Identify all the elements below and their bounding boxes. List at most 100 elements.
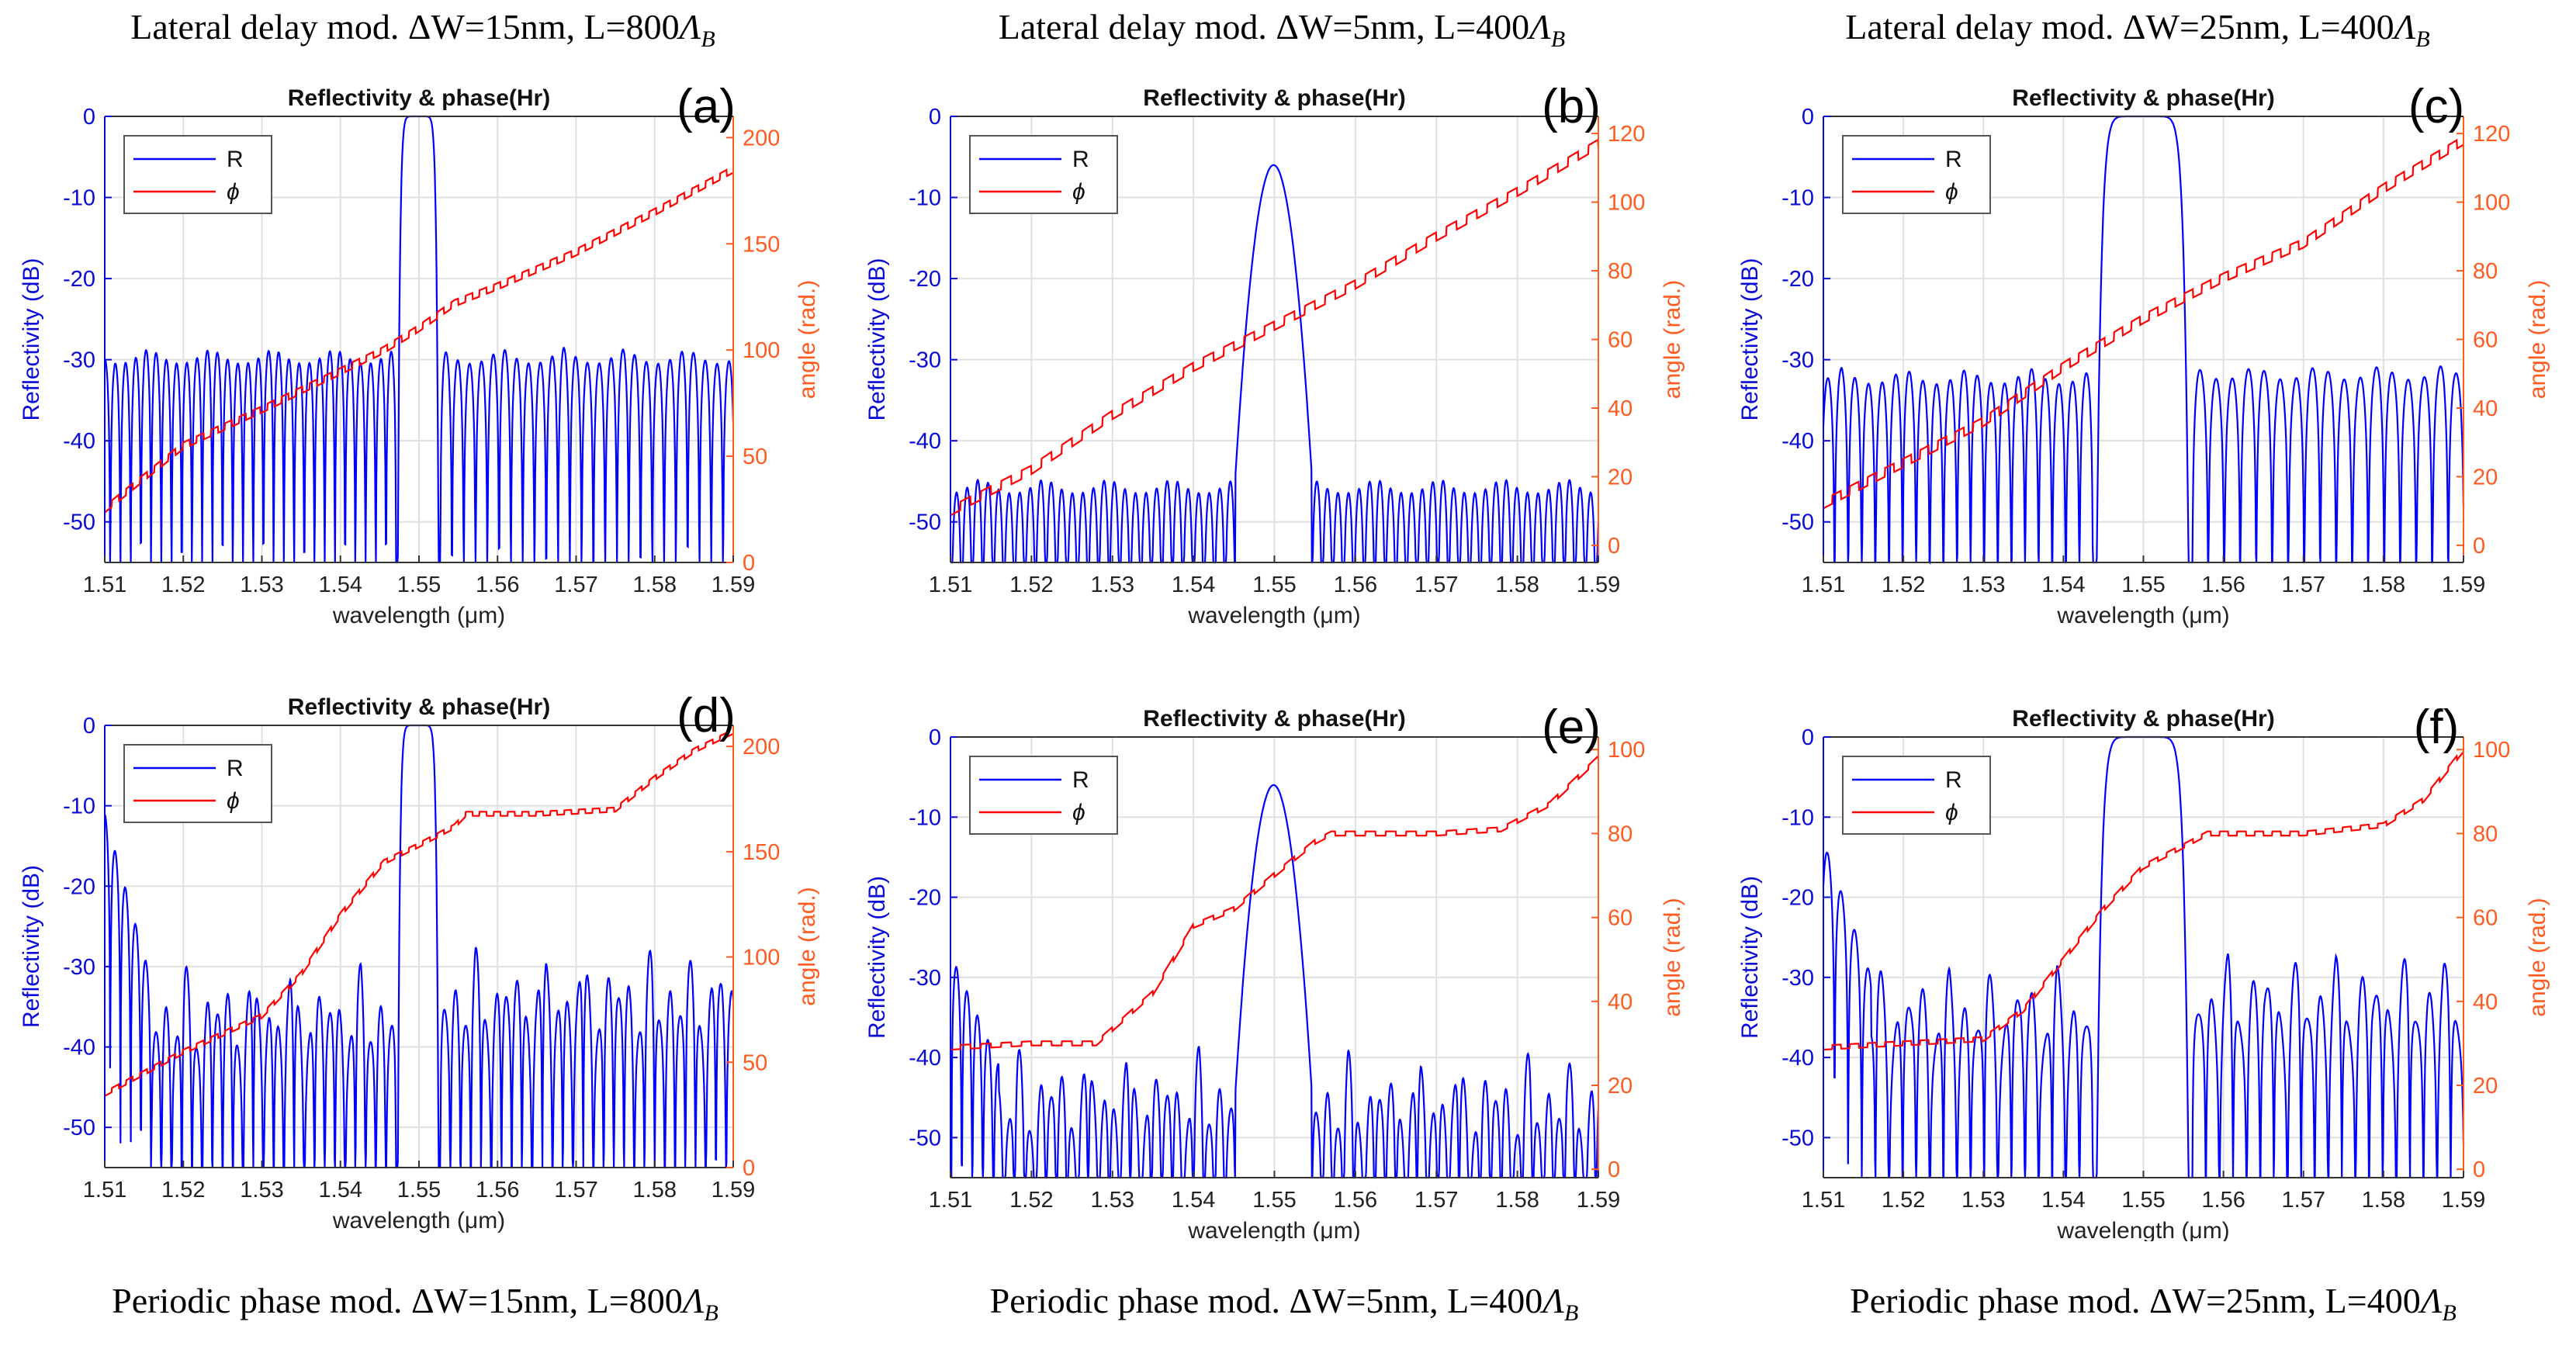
legend-label-phi-d: ϕ (227, 788, 240, 814)
legend-label-phi-b: ϕ (1072, 179, 1085, 205)
tick-label-x-f-1: 1.52 (1882, 1188, 1925, 1213)
tick-label-x-f-5: 1.56 (2201, 1188, 2245, 1213)
x-axis-label-f: wavelength (μm) (2056, 1218, 2229, 1241)
tick-label-x-d-3: 1.54 (319, 1178, 362, 1202)
tick-label-y-right-d-4: 200 (743, 735, 780, 760)
panel-label-f: (f) (2414, 701, 2460, 754)
panel-label-c: (c) (2408, 80, 2464, 133)
tick-label-y-left-d-0: 0 (83, 714, 95, 739)
tick-label-x-d-8: 1.59 (712, 1178, 755, 1202)
tick-label-x-d-4: 1.55 (397, 1178, 441, 1202)
y-axis-label-right-b: angle (rad.) (1660, 280, 1685, 399)
tick-label-x-c-6: 1.57 (2282, 573, 2325, 597)
tick-label-y-right-f-4: 80 (2473, 822, 2498, 846)
chart-panel-c: 1.51 1.52 1.53 1.54 1.55 1.56 1.57 1.58 1.59 0 -10… (1737, 80, 2550, 628)
series-phi-line-f (1823, 751, 2464, 1051)
tick-label-x-b-6: 1.57 (1414, 573, 1458, 597)
tick-label-y-left-c-4: -40 (1781, 429, 1814, 454)
tick-label-x-a-2: 1.53 (240, 573, 283, 597)
tick-label-y-right-b-3: 60 (1608, 328, 1633, 353)
caption-top-c: Lateral delay mod. ΔW=25nm, L=400ΛB (1845, 7, 2430, 52)
tick-label-x-f-0: 1.51 (1802, 1188, 1845, 1213)
legend-box-f (1842, 756, 1991, 835)
chart-title-f: Reflectivity & phase(Hr) (2012, 706, 2274, 732)
y-axis-label-left-a: Reflectivity (dB) (19, 258, 44, 420)
y-axis-label-left-f: Reflectivity (dB) (1737, 876, 1763, 1039)
tick-label-x-b-1: 1.52 (1009, 573, 1053, 597)
tick-label-y-right-f-2: 40 (2473, 990, 2498, 1015)
legend-label-phi-f: ϕ (1945, 800, 1958, 825)
chart-title-c: Reflectivity & phase(Hr) (2012, 85, 2274, 111)
tick-label-x-f-7: 1.58 (2362, 1188, 2405, 1213)
series-phi-line-c (1823, 138, 2464, 510)
series-phi-line-d (104, 731, 734, 1097)
tick-label-x-d-0: 1.51 (83, 1178, 126, 1202)
legend-label-r-e: R (1072, 767, 1089, 793)
chart-title-b: Reflectivity & phase(Hr) (1143, 85, 1405, 111)
tick-label-x-e-8: 1.59 (1577, 1188, 1620, 1213)
tick-label-x-b-5: 1.56 (1334, 573, 1377, 597)
tick-label-x-f-6: 1.57 (2282, 1188, 2325, 1213)
tick-label-y-right-c-0: 0 (2473, 534, 2485, 559)
tick-label-x-d-7: 1.58 (633, 1178, 677, 1202)
tick-label-y-left-e-4: -40 (909, 1046, 941, 1071)
tick-label-y-left-a-1: -10 (63, 186, 95, 211)
tick-label-y-right-e-2: 40 (1608, 990, 1633, 1015)
tick-label-y-right-e-1: 20 (1608, 1074, 1633, 1099)
tick-label-x-a-8: 1.59 (712, 573, 755, 597)
tick-label-y-right-e-0: 0 (1608, 1157, 1620, 1182)
tick-label-x-e-5: 1.56 (1334, 1188, 1377, 1213)
tick-label-y-right-b-6: 120 (1608, 122, 1645, 147)
tick-label-y-left-e-5: -50 (909, 1126, 941, 1151)
x-axis-label-d: wavelength (μm) (332, 1208, 505, 1234)
tick-label-x-d-1: 1.52 (161, 1178, 205, 1202)
tick-label-y-right-c-2: 40 (2473, 396, 2498, 421)
caption-bottom-f: Periodic phase mod. ΔW=25nm, L=400ΛB (1850, 1281, 2457, 1326)
tick-label-y-left-f-0: 0 (1802, 725, 1814, 750)
tick-label-x-c-2: 1.53 (1961, 573, 2005, 597)
tick-label-x-c-7: 1.58 (2362, 573, 2405, 597)
tick-label-x-d-2: 1.53 (240, 1178, 283, 1202)
tick-label-y-left-b-4: -40 (909, 429, 941, 454)
caption-top-a: Lateral delay mod. ΔW=15nm, L=800ΛB (130, 7, 715, 52)
tick-label-y-right-e-4: 80 (1608, 822, 1633, 846)
y-axis-label-right-c: angle (rad.) (2525, 280, 2550, 399)
tick-label-y-left-c-1: -10 (1781, 186, 1814, 211)
tick-label-y-left-a-3: -30 (63, 348, 95, 373)
tick-label-y-right-a-1: 50 (743, 445, 767, 469)
tick-label-y-left-f-5: -50 (1781, 1126, 1814, 1151)
legend-label-r-a: R (227, 147, 244, 172)
tick-label-x-b-0: 1.51 (929, 573, 972, 597)
caption-bottom-e: Periodic phase mod. ΔW=5nm, L=400ΛB (989, 1281, 1579, 1326)
tick-label-y-right-d-3: 150 (743, 840, 780, 865)
tick-label-y-left-a-5: -50 (63, 510, 95, 535)
tick-label-y-right-a-4: 200 (743, 126, 780, 151)
tick-label-y-left-d-3: -30 (63, 955, 95, 980)
tick-label-x-b-7: 1.58 (1495, 573, 1539, 597)
tick-label-x-c-8: 1.59 (2442, 573, 2485, 597)
tick-label-x-c-1: 1.52 (1882, 573, 1925, 597)
y-axis-label-left-d: Reflectivity (dB) (19, 865, 44, 1028)
panel-label-a: (a) (677, 80, 736, 133)
tick-label-x-e-7: 1.58 (1495, 1188, 1539, 1213)
tick-label-x-a-6: 1.57 (554, 573, 597, 597)
tick-label-y-right-d-0: 0 (743, 1156, 755, 1181)
chart-title-e: Reflectivity & phase(Hr) (1143, 706, 1405, 732)
tick-label-y-left-f-2: -20 (1781, 886, 1814, 911)
legend-box-e (969, 756, 1118, 835)
tick-label-y-right-a-2: 100 (743, 338, 780, 363)
tick-label-x-a-5: 1.56 (476, 573, 519, 597)
tick-label-y-right-d-2: 100 (743, 946, 780, 971)
x-axis-label-a: wavelength (μm) (332, 603, 505, 628)
tick-label-x-d-5: 1.56 (476, 1178, 519, 1202)
legend-box-c (1842, 135, 1991, 214)
legend-label-phi-c: ϕ (1945, 179, 1958, 205)
tick-label-y-left-c-0: 0 (1802, 105, 1814, 130)
tick-label-x-f-8: 1.59 (2442, 1188, 2485, 1213)
legend-label-r-d: R (227, 756, 244, 781)
tick-label-y-left-a-2: -20 (63, 267, 95, 292)
tick-label-x-e-0: 1.51 (929, 1188, 972, 1213)
tick-label-y-left-b-1: -10 (909, 186, 941, 211)
tick-label-y-left-d-4: -40 (63, 1036, 95, 1061)
tick-label-x-f-3: 1.54 (2041, 1188, 2085, 1213)
